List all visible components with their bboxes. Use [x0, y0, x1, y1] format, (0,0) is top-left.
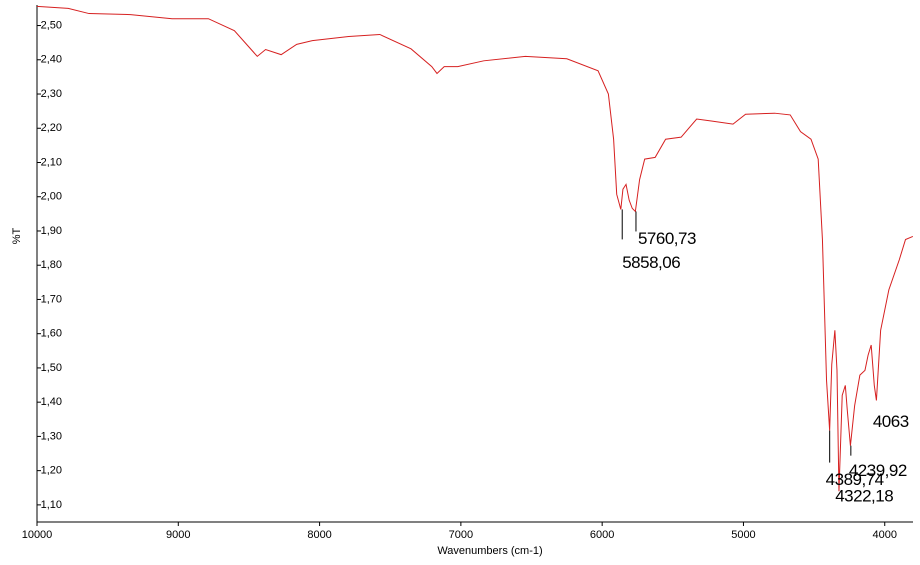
y-tick-label: 1,80: [41, 259, 62, 271]
y-tick-label: 2,00: [41, 191, 62, 203]
x-tick-label: 7000: [449, 529, 473, 541]
y-tick-label: 1,90: [41, 225, 62, 237]
y-tick-label: 2,20: [41, 122, 62, 134]
x-tick-label: 10000: [22, 529, 53, 541]
annotation: 5858,06: [622, 253, 680, 272]
x-tick-label: 9000: [166, 529, 190, 541]
y-tick-label: 1,50: [41, 362, 62, 374]
y-tick-label: 1,40: [41, 396, 62, 408]
x-axis-label: Wavenumbers (cm-1): [437, 545, 542, 557]
x-tick-label: 6000: [590, 529, 614, 541]
y-tick-label: 1,20: [41, 465, 62, 477]
y-tick-label: 2,40: [41, 54, 62, 66]
x-tick-label: 4000: [872, 529, 896, 541]
y-tick-label: 1,30: [41, 430, 62, 442]
annotation: 4239,92: [849, 461, 907, 480]
annotation: 4322,18: [835, 487, 893, 506]
annotation: 5760,73: [638, 229, 696, 248]
y-tick-label: 1,70: [41, 293, 62, 305]
y-tick-label: 1,10: [41, 499, 62, 511]
y-tick-label: 2,10: [41, 156, 62, 168]
x-tick-label: 5000: [731, 529, 755, 541]
annotation: 4389,74: [826, 470, 884, 489]
y-tick-label: 1,60: [41, 328, 62, 340]
y-axis-label: %T: [11, 227, 23, 244]
x-tick-label: 8000: [307, 529, 331, 541]
y-tick-label: 2,30: [41, 88, 62, 100]
annotation: 4063: [873, 412, 909, 431]
y-tick-label: 2,50: [41, 19, 62, 31]
spectrum-line: [36, 5, 914, 492]
